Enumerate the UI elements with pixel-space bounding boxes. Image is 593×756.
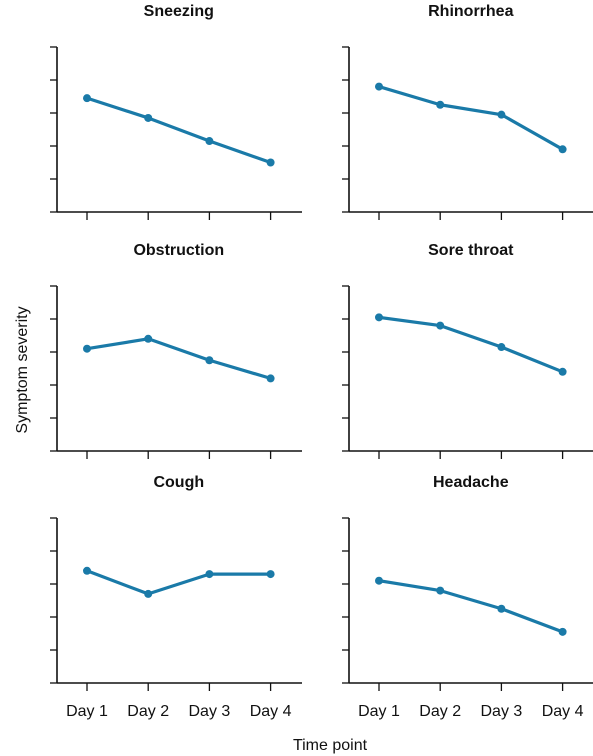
data-point xyxy=(558,627,567,636)
x-tick-label: Day 1 xyxy=(358,703,400,720)
data-point xyxy=(266,570,275,579)
series-line xyxy=(377,579,565,634)
data-point xyxy=(375,576,383,585)
panel-sneezing: Sneezing xyxy=(50,3,302,220)
x-tick-label: Day 3 xyxy=(481,703,523,720)
panel-title: Sore throat xyxy=(428,242,514,259)
x-tick-label: Day 3 xyxy=(189,703,231,720)
x-tick-label: Day 4 xyxy=(542,703,584,720)
data-point xyxy=(205,356,214,365)
series-line xyxy=(377,315,565,374)
panel-sore-throat: Sore throat xyxy=(342,242,593,459)
data-point xyxy=(144,589,153,598)
y-axis-label: Symptom severity xyxy=(14,306,31,433)
data-point xyxy=(497,604,506,613)
data-point xyxy=(558,145,567,154)
data-point xyxy=(266,374,275,383)
data-point xyxy=(375,313,383,322)
data-point xyxy=(144,113,153,122)
series-line xyxy=(85,96,273,165)
panel-title: Cough xyxy=(153,474,204,491)
data-point xyxy=(83,566,91,575)
panel-title: Obstruction xyxy=(133,242,224,259)
panels-group: Sneezing Rhinorrhea Obstruction Sore throat… xyxy=(50,3,593,720)
x-tick-label: Day 2 xyxy=(419,703,461,720)
data-point xyxy=(205,570,214,579)
data-point xyxy=(83,94,91,103)
x-tick-label: Day 2 xyxy=(127,703,169,720)
data-point xyxy=(436,586,445,595)
data-point xyxy=(558,367,567,376)
panel-cough: Cough Day 1 Day 2 Day 3 Day 4 xyxy=(50,474,302,720)
x-tick-label: Day 1 xyxy=(66,703,108,720)
panel-title: Sneezing xyxy=(144,3,214,20)
panel-obstruction: Obstruction xyxy=(50,242,302,459)
x-tick-label: Day 4 xyxy=(250,703,292,720)
panel-title: Rhinorrhea xyxy=(428,3,513,20)
series-line xyxy=(85,337,273,380)
panel-headache: Headache Day 1 Day 2 Day 3 Day 4 xyxy=(342,474,593,720)
data-point xyxy=(205,137,214,146)
data-point xyxy=(436,100,445,109)
data-point xyxy=(144,334,153,343)
series-line xyxy=(85,569,273,596)
data-point xyxy=(266,158,275,167)
data-point xyxy=(83,344,91,353)
data-point xyxy=(497,343,506,352)
x-axis-label: Time point xyxy=(293,737,368,754)
data-point xyxy=(497,110,506,119)
panel-title: Headache xyxy=(433,474,509,491)
data-point xyxy=(436,321,445,330)
series-line xyxy=(377,84,565,151)
data-point xyxy=(375,82,383,91)
panel-rhinorrhea: Rhinorrhea xyxy=(342,3,593,220)
